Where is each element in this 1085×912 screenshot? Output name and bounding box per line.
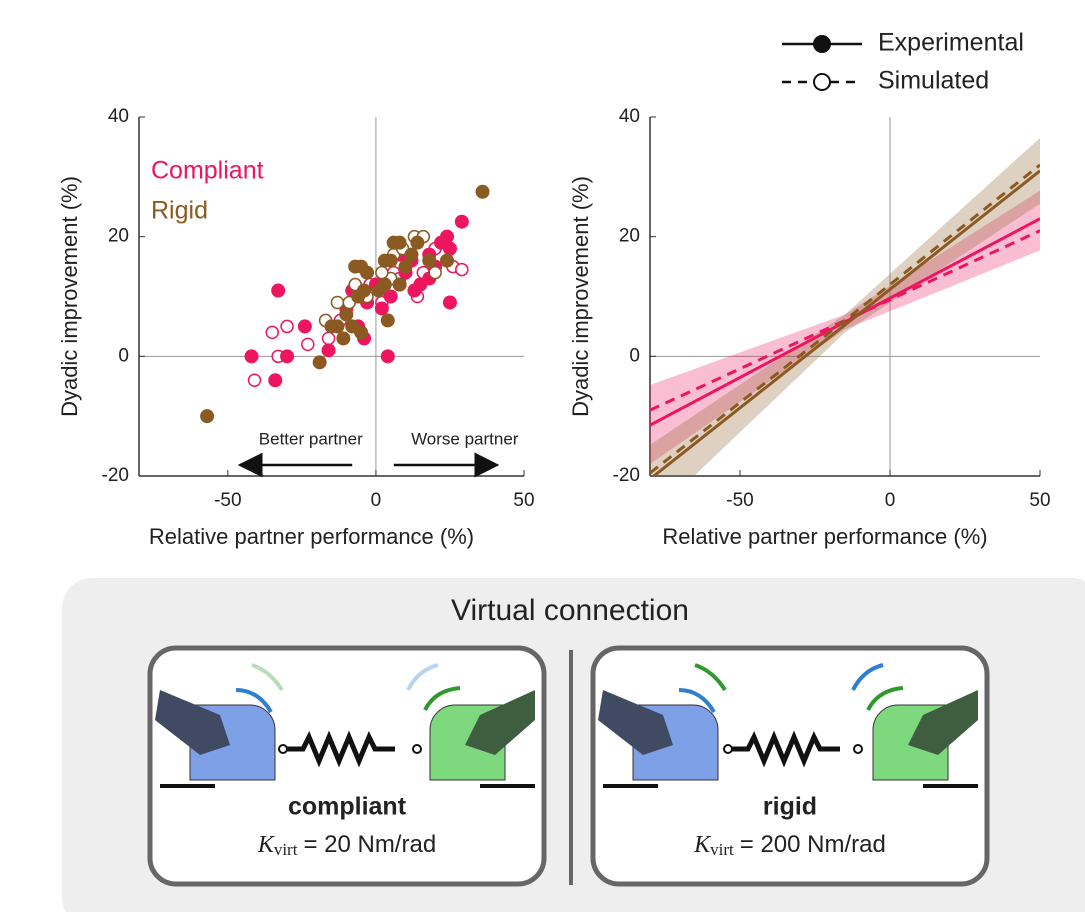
- point-experimental: [360, 266, 374, 280]
- point-experimental: [357, 284, 371, 298]
- point-experimental: [476, 185, 490, 199]
- legend-marker: [814, 74, 830, 90]
- stiffness-value: = 200 Nm/rad: [740, 831, 886, 858]
- point-experimental: [322, 343, 336, 357]
- diagram-title: Virtual connection: [451, 594, 689, 627]
- point-experimental: [455, 215, 469, 229]
- point-experimental: [440, 254, 454, 268]
- point-experimental: [245, 349, 259, 363]
- y-axis-label: Dyadic improvement (%): [568, 176, 593, 417]
- point-experimental: [399, 260, 413, 274]
- point-simulated: [456, 264, 468, 276]
- point-simulated: [302, 338, 314, 350]
- point-experimental: [443, 295, 457, 309]
- spring-end: [854, 745, 862, 753]
- annotation: Worse partner: [411, 429, 519, 448]
- fit-line: [650, 171, 1040, 479]
- x-tick-label: -50: [726, 490, 753, 511]
- point-simulated: [281, 320, 293, 332]
- x-tick-label: -50: [214, 490, 241, 511]
- point-experimental: [443, 242, 457, 256]
- panel-label: compliant: [288, 793, 407, 821]
- figure: Virtual connection compliant Kvirt= 20 N…: [0, 0, 1085, 912]
- spring-end: [413, 745, 421, 753]
- point-simulated: [323, 332, 335, 344]
- stiffness-value: = 20 Nm/rad: [303, 831, 436, 858]
- spring-end: [279, 745, 287, 753]
- point-experimental: [384, 254, 398, 268]
- point-experimental: [381, 313, 395, 327]
- point-experimental: [339, 307, 353, 321]
- point-experimental: [298, 319, 312, 333]
- y-tick-label: 20: [108, 226, 129, 247]
- point-experimental: [280, 349, 294, 363]
- point-experimental: [393, 236, 407, 250]
- confidence-band: [650, 138, 1040, 518]
- legend-entry: Simulated: [878, 67, 989, 95]
- legend-entry: Experimental: [878, 29, 1024, 57]
- y-tick-label: -20: [613, 465, 640, 486]
- x-axis-label: Relative partner performance (%): [662, 524, 987, 549]
- subscript: virt: [274, 840, 298, 859]
- point-simulated: [249, 374, 261, 386]
- point-experimental: [268, 373, 282, 387]
- point-experimental: [354, 325, 368, 339]
- y-tick-label: 0: [629, 345, 640, 366]
- panel-label: rigid: [763, 793, 817, 821]
- point-experimental: [330, 319, 344, 333]
- y-tick-label: 40: [108, 106, 129, 127]
- legend-marker: [814, 36, 830, 52]
- point-experimental: [336, 331, 350, 345]
- point-experimental: [410, 236, 424, 250]
- x-tick-label: 0: [371, 490, 382, 511]
- point-experimental: [378, 278, 392, 292]
- legend-entry: Rigid: [151, 197, 208, 225]
- chart: -50 0 50 -20 0 20 40 Relative partner performan…: [57, 106, 535, 549]
- annotation: Better partner: [259, 429, 363, 448]
- point-simulated: [429, 267, 441, 279]
- panel-compliant: compliant Kvirt= 20 Nm/rad: [150, 648, 544, 884]
- legend-entry: Compliant: [151, 157, 264, 185]
- point-experimental: [313, 355, 327, 369]
- point-experimental: [200, 409, 214, 423]
- point-experimental: [404, 248, 418, 262]
- point-simulated: [331, 296, 343, 308]
- chart: -50 0 50 -20 0 20 40 Relative partner performan…: [568, 29, 1051, 549]
- page: {"chart_data": [ {"type": "scatter", "xl…: [0, 0, 1085, 912]
- y-tick-label: -20: [102, 465, 129, 486]
- point-experimental: [393, 278, 407, 292]
- x-tick-label: 50: [1029, 490, 1050, 511]
- x-tick-label: 50: [513, 490, 534, 511]
- point-simulated: [266, 326, 278, 338]
- point-experimental: [381, 349, 395, 363]
- point-experimental: [271, 284, 285, 298]
- point-experimental: [384, 290, 398, 304]
- y-tick-label: 0: [118, 345, 129, 366]
- x-axis-label: Relative partner performance (%): [149, 524, 474, 549]
- panel-rigid: rigid Kvirt= 200 Nm/rad: [593, 648, 987, 884]
- y-tick-label: 20: [619, 226, 640, 247]
- subscript: virt: [710, 840, 734, 859]
- point-experimental: [440, 230, 454, 244]
- spring-end: [724, 745, 732, 753]
- point-experimental: [407, 284, 421, 298]
- x-tick-label: 0: [885, 490, 896, 511]
- point-experimental: [375, 301, 389, 315]
- y-axis-label: Dyadic improvement (%): [57, 176, 82, 417]
- point-experimental: [422, 254, 436, 268]
- y-tick-label: 40: [619, 106, 640, 127]
- plot-area: [650, 138, 1040, 518]
- point-simulated: [376, 267, 388, 279]
